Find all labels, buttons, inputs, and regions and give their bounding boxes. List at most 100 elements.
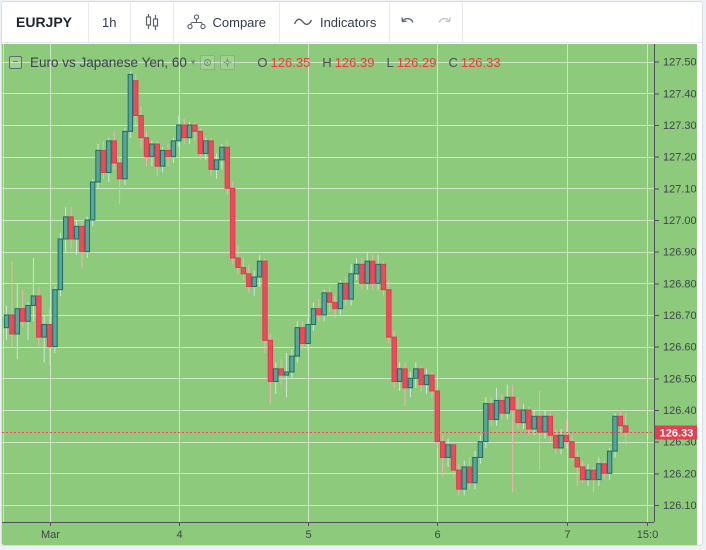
candle-body xyxy=(520,409,527,424)
ohlc-readout: O 126.35 H 126.39 L 126.29 C 126.33 xyxy=(247,55,500,70)
candle-body xyxy=(623,425,629,433)
last-price-label: 126.33 xyxy=(660,428,694,440)
candle-body xyxy=(418,368,424,386)
candle-body xyxy=(181,124,187,139)
candle-body xyxy=(294,327,300,357)
candle-body xyxy=(574,456,581,468)
redo-button[interactable] xyxy=(426,2,462,42)
candle-body xyxy=(229,187,236,259)
candle-body xyxy=(477,441,484,458)
candle-body xyxy=(310,308,317,325)
price-tick-label: 126.70 xyxy=(663,310,697,322)
toolbar: EURJPY 1h xyxy=(2,2,702,43)
series-settings-gear-icon[interactable] xyxy=(220,55,236,70)
low-label: L xyxy=(386,55,394,70)
compare-button[interactable]: Compare xyxy=(174,2,280,42)
candle-body xyxy=(596,463,602,481)
symbol-button[interactable]: EURJPY xyxy=(2,2,90,42)
candle-body xyxy=(332,301,338,310)
chart-type-button[interactable] xyxy=(131,2,174,42)
candle-body xyxy=(364,260,370,284)
candle-body xyxy=(369,260,376,284)
candle-body xyxy=(256,260,263,278)
compare-icon xyxy=(186,14,206,30)
series-title[interactable]: Euro vs Japanese Yen, 60 xyxy=(30,55,187,70)
candle-body xyxy=(359,263,365,284)
candle-body xyxy=(407,377,414,389)
candle-body xyxy=(461,466,467,490)
candle-body xyxy=(133,80,139,117)
candle-body xyxy=(165,149,171,158)
candle-body xyxy=(289,355,295,373)
candle-body xyxy=(429,374,435,392)
candle-body xyxy=(531,415,537,430)
candle-body xyxy=(106,140,112,174)
candle-body xyxy=(79,225,85,253)
candle-body xyxy=(100,149,107,174)
candle-body xyxy=(235,257,241,268)
candle-body xyxy=(553,434,559,449)
candle-body xyxy=(612,415,618,452)
compare-label: Compare xyxy=(212,14,266,30)
candle-body xyxy=(386,289,392,338)
candlestick-icon xyxy=(144,13,160,31)
candle-body xyxy=(450,444,457,471)
candle-body xyxy=(68,216,74,240)
candle-body xyxy=(337,282,344,310)
interval-button[interactable]: 1h xyxy=(89,2,131,42)
chevron-down-icon[interactable]: ▾ xyxy=(190,57,196,67)
hide-series-icon[interactable] xyxy=(200,55,216,70)
indicators-label: Indicators xyxy=(319,14,377,30)
undo-button[interactable] xyxy=(390,2,426,42)
candle-body xyxy=(170,140,177,158)
time-tick-label: Mar xyxy=(41,529,60,541)
candle-body xyxy=(224,146,230,189)
candle-body xyxy=(439,441,446,458)
candle-body xyxy=(240,266,247,275)
collapse-icon[interactable]: − xyxy=(9,56,22,69)
candle-body xyxy=(3,314,10,329)
candle-body xyxy=(299,327,306,344)
candle-body xyxy=(149,143,155,158)
candle-body xyxy=(601,463,607,474)
candle-body xyxy=(159,149,166,167)
chart-canvas[interactable]: 127.50 127.40 127.30 127.20 127.10 127.00 126.… xyxy=(2,44,702,546)
candle-body xyxy=(267,339,274,382)
chart-region: 127.50 127.40 127.30 127.20 127.10 127.00 126.… xyxy=(2,44,702,546)
candle-body xyxy=(251,276,257,287)
candle-body xyxy=(262,260,268,341)
candle-body xyxy=(402,368,408,389)
candle-body xyxy=(246,273,252,287)
last-price-badge xyxy=(655,425,697,440)
candle-body xyxy=(278,368,284,376)
price-tick-label: 126.80 xyxy=(663,278,697,290)
candle-body xyxy=(483,403,489,443)
candle-body xyxy=(30,295,37,306)
candle-body xyxy=(569,441,575,458)
candle-body xyxy=(9,314,15,335)
price-tick-label: 126.10 xyxy=(663,500,697,512)
candle-body xyxy=(213,159,220,170)
candle-body xyxy=(348,273,354,300)
candle-body xyxy=(326,292,333,303)
price-tick-label: 126.90 xyxy=(663,247,697,259)
open-label: O xyxy=(257,55,268,70)
indicators-button[interactable]: Indicators xyxy=(280,2,391,42)
candle-body xyxy=(73,225,80,240)
candle-body xyxy=(542,415,548,433)
candle-body xyxy=(116,162,123,180)
open-value: 126.35 xyxy=(270,55,311,70)
price-tick-label: 126.60 xyxy=(663,342,697,354)
candle-body xyxy=(154,143,160,167)
candle-body xyxy=(46,323,53,348)
history-group xyxy=(390,2,464,42)
candle-body xyxy=(63,216,69,240)
candle-body xyxy=(41,323,47,338)
candle-body xyxy=(590,469,597,481)
candle-body xyxy=(558,434,564,449)
candle-body xyxy=(509,396,516,411)
time-tick-label: 4 xyxy=(176,529,182,541)
candle-body xyxy=(14,308,20,335)
candle-body xyxy=(606,450,613,474)
